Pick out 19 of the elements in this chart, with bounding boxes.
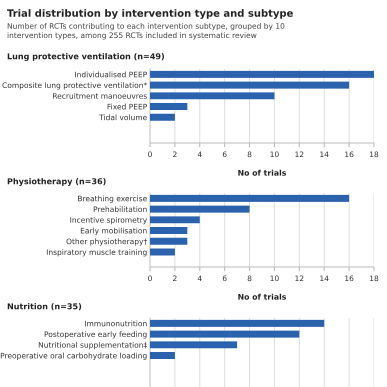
bar [150, 248, 175, 256]
bar [150, 92, 274, 100]
bar [150, 103, 188, 110]
text: Trial distribution by intervention type and subtype [7, 9, 293, 19]
bar [150, 320, 324, 327]
text: Physiotherapy (n=36) [8, 178, 106, 186]
bar [150, 330, 300, 338]
bar [150, 238, 188, 245]
bar [150, 114, 175, 121]
bar [150, 194, 350, 202]
bar [150, 352, 175, 360]
bar [150, 341, 238, 348]
chart-title: Lung protective ventilation (n=49) [8, 53, 164, 61]
bar [150, 82, 350, 89]
bar [150, 216, 200, 224]
bar [150, 206, 250, 213]
bar [150, 227, 188, 234]
text: Nutrition (n=35) [8, 303, 82, 310]
bar [150, 70, 374, 78]
